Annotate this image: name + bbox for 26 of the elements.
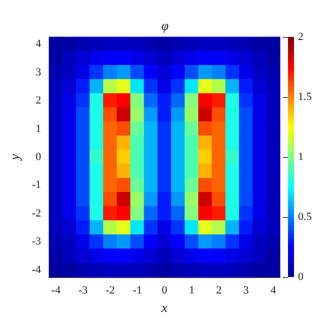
color-bar-label: 0.5	[298, 211, 312, 223]
x-tick-label: 1	[188, 284, 194, 296]
y-tick-label: 3	[36, 66, 42, 78]
x-tick-label: 4	[270, 284, 276, 296]
y-tick-label: 1	[36, 122, 42, 135]
y-tick-label: -3	[32, 236, 42, 248]
y-axis-title: y	[7, 154, 22, 162]
x-tick-label: 2	[216, 284, 222, 296]
chart-title: φ	[161, 18, 169, 33]
color-bar-label: 1.5	[298, 91, 312, 103]
y-tick-label: 4	[36, 38, 42, 50]
x-tick-label: 0	[162, 284, 168, 296]
color-bar-label: 2	[298, 31, 304, 43]
x-tick-label: -3	[78, 284, 88, 296]
x-tick-label: 3	[243, 284, 250, 296]
y-tick-label: 0	[36, 151, 42, 163]
y-tick-label: -2	[32, 207, 42, 220]
y-tick-label: -1	[32, 179, 42, 192]
color-bar-label: 1	[298, 151, 304, 163]
y-tick-label: -4	[32, 264, 42, 276]
y-tick-label: 2	[36, 94, 42, 107]
color-bar-label: 0	[298, 271, 304, 283]
x-tick-label: -2	[106, 284, 115, 296]
x-tick-label: -1	[132, 284, 142, 296]
x-axis-title: x	[160, 300, 168, 315]
x-tick-label: -4	[51, 284, 61, 296]
